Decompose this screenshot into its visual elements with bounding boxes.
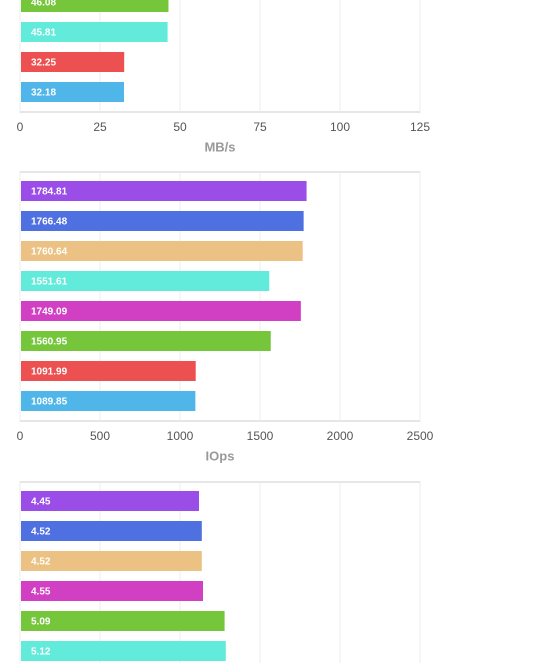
bar	[21, 301, 301, 321]
value-label: 4.52	[31, 527, 51, 538]
value-label: 1560.95	[31, 337, 68, 348]
value-label: 1551.61	[31, 277, 68, 288]
bar	[21, 361, 196, 381]
x-tick-label: 500	[90, 429, 110, 443]
x-tick-label: 0	[17, 120, 24, 134]
x-tick-label: 1500	[247, 429, 274, 443]
x-tick-label: 0	[17, 429, 24, 443]
bar	[21, 391, 196, 411]
x-axis-label: IOps	[206, 448, 235, 463]
bar	[21, 551, 202, 571]
bar	[21, 211, 304, 231]
value-label: 1091.99	[31, 367, 68, 378]
bar	[21, 181, 307, 201]
bar	[21, 0, 169, 12]
bar	[21, 331, 271, 351]
bar	[21, 82, 124, 102]
x-tick-label: 2000	[327, 429, 354, 443]
value-label: 1784.81	[31, 187, 68, 198]
value-label: 4.55	[31, 587, 51, 598]
value-label: 1089.85	[31, 397, 68, 408]
x-tick-label: 25	[93, 120, 107, 134]
value-label: 1749.09	[31, 307, 68, 318]
bar	[21, 271, 270, 291]
x-tick-label: 75	[253, 120, 267, 134]
value-label: 45.81	[31, 28, 56, 39]
bar	[21, 611, 225, 631]
bar	[21, 641, 226, 661]
bar	[21, 581, 203, 601]
value-label: 4.45	[31, 497, 51, 508]
bar	[21, 491, 199, 511]
value-label: 46.08	[31, 0, 56, 9]
x-tick-label: 100	[330, 120, 350, 134]
value-label: 32.25	[31, 58, 56, 69]
bar	[21, 52, 125, 72]
value-label: 32.18	[31, 88, 56, 99]
bar	[21, 22, 168, 42]
x-tick-label: 125	[410, 120, 430, 134]
bar	[21, 241, 303, 261]
x-axis-label: MB/s	[204, 139, 235, 154]
x-tick-label: 1000	[167, 429, 194, 443]
value-label: 1760.64	[31, 247, 68, 258]
value-label: 4.52	[31, 557, 51, 568]
x-tick-label: 2500	[407, 429, 434, 443]
plot-frame	[19, 171, 421, 422]
value-label: 5.12	[31, 647, 51, 658]
x-tick-label: 50	[173, 120, 187, 134]
value-label: 5.09	[31, 617, 51, 628]
bar	[21, 521, 202, 541]
value-label: 1766.48	[31, 217, 68, 228]
